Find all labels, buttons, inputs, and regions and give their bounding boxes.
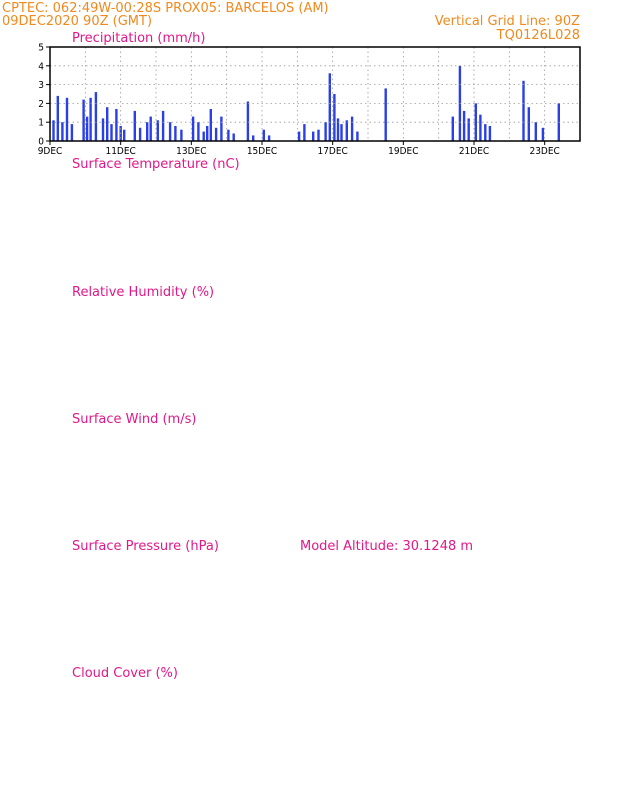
y-tick-label: 3 (38, 80, 44, 91)
precip-bar (297, 131, 301, 141)
precip-bar (451, 116, 454, 141)
humidity-title: Relative Humidity (%) (72, 285, 214, 300)
y-tick-label: 1 (38, 118, 44, 129)
precip-bar (252, 135, 255, 141)
precip-bar (384, 88, 387, 141)
precip-bar (85, 116, 89, 141)
precip-bar (82, 99, 85, 141)
precip-bar (52, 120, 55, 141)
precip-bar (312, 131, 315, 141)
precip-bar (324, 122, 327, 141)
precip-bar (267, 135, 271, 141)
precip-bar (94, 92, 98, 141)
x-tick-label: 9DEC (38, 146, 63, 157)
precip-bar (350, 116, 354, 141)
y-tick-label: 0 (38, 137, 44, 148)
header-vertical-grid: Vertical Grid Line: 90Z (435, 14, 580, 29)
precip-bar (345, 120, 348, 141)
precip-bar (149, 116, 152, 141)
precip-bar (534, 122, 537, 141)
precip-bar (479, 114, 482, 141)
precip-bar (70, 124, 74, 141)
precip-bar (110, 124, 113, 141)
x-tick-label: 21DEC (459, 146, 489, 157)
panel-frame: 0204060801009DEC11DEC13DEC15DEC17DEC19DE… (49, 46, 581, 142)
precip-bar (156, 120, 159, 141)
header-line1: CPTEC: 062:49W-00:28S PROX05: BARCELOS (… (2, 1, 329, 16)
precip-bar (246, 101, 250, 141)
panel-cloud-cover: Cloud Cover (%) (72, 666, 178, 681)
precip-bar (303, 124, 306, 141)
y-tick-label: 2 (38, 99, 44, 110)
precip-bar (197, 122, 200, 141)
x-tick-label: 23DEC (529, 146, 559, 157)
precip-bar (262, 129, 265, 141)
precip-bar (180, 129, 183, 141)
precip-bar (209, 109, 212, 141)
precip-bar (138, 127, 142, 141)
precip-bar (101, 118, 105, 141)
x-tick-label: 15DEC (247, 146, 277, 157)
precip-bar (174, 126, 177, 141)
pressure-title: Surface Pressure (hPa) (72, 539, 219, 554)
precip-bar (115, 109, 118, 141)
panel-pressure: Surface Pressure (hPa) Model Altitude: 3… (72, 539, 473, 554)
precip-bar (123, 129, 126, 141)
precip-bar (65, 97, 69, 141)
precip-bar (356, 131, 359, 141)
precip-bar (227, 129, 230, 141)
model-altitude-label: Model Altitude: 30.1248 m (300, 539, 473, 554)
precip-bar (146, 122, 149, 141)
precip-bar (488, 126, 492, 141)
temperature-title: Surface Temperature (nC) (72, 157, 240, 172)
precip-bar (56, 95, 59, 141)
panel-humidity: Relative Humidity (%) (72, 285, 214, 300)
precip-bar (541, 127, 545, 141)
panel-wind: Surface Wind (m/s) (72, 412, 196, 427)
cloud-cover-title: Cloud Cover (%) (72, 666, 178, 681)
precip-bar (340, 124, 343, 141)
precip-bar (522, 80, 525, 141)
y-tick-label: 5 (38, 43, 44, 54)
x-tick-label: 11DEC (105, 146, 135, 157)
x-tick-label: 17DEC (317, 146, 347, 157)
precip-bar (206, 126, 209, 141)
precip-bar (133, 110, 136, 141)
wind-title: Surface Wind (m/s) (72, 412, 196, 427)
panel-temperature: Surface Temperature (nC) (72, 157, 240, 172)
header-model-code: TQ0126L028 (496, 28, 580, 43)
precip-bar (89, 97, 92, 141)
precip-bar (474, 103, 477, 141)
header-date: 09DEC2020 90Z (GMT) (2, 14, 152, 29)
panel-precipitation: Precipitation (mm/h) 0204060801009DEC11D… (38, 31, 581, 157)
precip-bar (317, 129, 320, 141)
precip-bar (202, 131, 205, 141)
precip-bar (220, 116, 223, 141)
x-tick-label: 19DEC (388, 146, 418, 157)
precip-bar (462, 110, 466, 141)
precip-bar (191, 116, 195, 141)
y-tick-label: 4 (38, 61, 44, 72)
precip-bar (333, 94, 336, 141)
x-tick-label: 13DEC (176, 146, 206, 157)
precip-bar (214, 127, 218, 141)
precip-bar (106, 107, 109, 141)
precip-bar (161, 110, 165, 141)
precip-bar (232, 133, 235, 141)
precip-bar (328, 73, 331, 141)
precip-bar (527, 107, 530, 141)
precipitation-title: Precipitation (mm/h) (72, 31, 205, 46)
precip-bar (467, 118, 470, 141)
precip-bar (336, 118, 340, 141)
precip-bar (168, 122, 172, 141)
precip-bar (61, 122, 64, 141)
precip-bar (484, 124, 487, 141)
